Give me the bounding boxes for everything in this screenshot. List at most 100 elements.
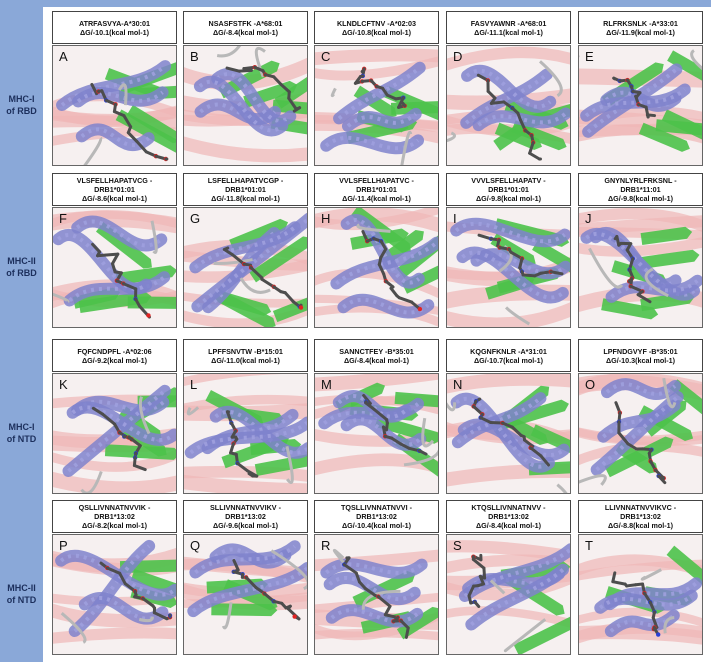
panel-letter: P [59,538,68,553]
caption-line: ΔG/-8.4(kcal mol-1) [343,355,410,365]
caption-line: FASVYAWNR -A*68:01 [470,18,547,28]
protein-ribbon-render [53,374,176,493]
panel-letter: C [321,49,331,64]
panel-letter: B [190,49,199,64]
docking-structure-image: F [52,207,177,328]
caption-line: ΔG/-9.6(kcal mol-1) [212,521,279,530]
caption-line: VVVLSFELLHAPATV - [471,176,546,185]
panel-letter: I [453,211,457,226]
protein-ribbon-render [315,208,438,327]
row-label: MHC-II of NTD [6,583,37,605]
caption-line: ΔG/-9.8(kcal mol-1) [607,194,674,203]
caption-line: ΔG/-10.3(kcal mol-1) [605,355,676,365]
protein-ribbon-render [184,374,307,493]
caption-line: KLNDLCFTNV -A*02:03 [336,18,417,28]
protein-ribbon-render [579,208,702,327]
panel-letter: G [190,211,201,226]
docking-structure-image: S [446,534,571,655]
panel-letter: Q [190,538,201,553]
panel-letter: S [453,538,462,553]
docking-structure-image: T [578,534,703,655]
caption-line: ΔG/-8.4(kcal mol-1) [212,27,279,37]
panel-caption: LPFNDGVYF -B*35:01 ΔG/-10.3(kcal mol-1) [578,339,703,372]
caption-line: SANNCTFEY -B*35:01 [339,346,414,356]
caption-line: ΔG/-11.8(kcal mol-1) [211,194,280,203]
panel-caption: VVLSFELLHAPATVC - DRB1*01:01 ΔG/-11.4(kcal… [314,173,439,206]
docking-structure-image: P [52,534,177,655]
panel-caption: VLSFELLHAPATVCG - DRB1*01:01 ΔG/-8.6(kcal … [52,173,177,206]
panel-caption: NSASFSTFK -A*68:01 ΔG/-8.4(kcal mol-1) [183,11,308,44]
protein-ribbon-render [579,46,702,165]
caption-line: LPFNDGVYF -B*35:01 [603,346,678,356]
caption-line: DRB1*13:02 [356,512,397,521]
docking-structure-image: D [446,45,571,166]
panel-letter: O [585,377,596,392]
panel-caption: SLLIVNNATNVVIKV - DRB1*13:02 ΔG/-9.6(kcal … [183,500,308,533]
caption-line: GNYNLYRLFRKSNL - [604,176,677,185]
docking-structure-image: K [52,373,177,494]
panel-letter: T [585,538,593,553]
caption-line: SLLIVNNATNVVIKV - [210,503,281,512]
caption-line: ΔG/-8.8(kcal mol-1) [607,521,674,530]
docking-structure-image: M [314,373,439,494]
panel-caption: RLFRKSNLK -A*33:01 ΔG/-11.9(kcal mol-1) [578,11,703,44]
caption-line: DRB1*01:01 [488,185,529,194]
caption-line: ΔG/-11.0(kcal mol-1) [211,355,280,365]
caption-line: QSLLIVNNATNVVIK - [78,503,151,512]
caption-line: TQSLLIVNNATNVVI - [341,503,412,512]
panel-caption: KQGNFKNLR -A*31:01 ΔG/-10.7(kcal mol-1) [446,339,571,372]
panel-letter: E [585,49,594,64]
caption-line: FQFCNDPFL -A*02:06 [77,346,152,356]
protein-ribbon-render [53,46,176,165]
docking-structure-image: A [52,45,177,166]
protein-ribbon-render [184,208,307,327]
docking-structure-image: E [578,45,703,166]
protein-ribbon-render [447,374,570,493]
caption-line: ΔG/-10.4(kcal mol-1) [341,521,412,530]
caption-line: DRB1*13:02 [94,512,135,521]
docking-structure-image: O [578,373,703,494]
docking-structure-image: J [578,207,703,328]
row-label-sidebar [0,7,43,662]
panel-caption: LPFFSNVTW -B*15:01 ΔG/-11.0(kcal mol-1) [183,339,308,372]
protein-ribbon-render [315,46,438,165]
panel-caption: LSFELLHAPATVCGP - DRB1*01:01 ΔG/-11.8(kcal… [183,173,308,206]
caption-line: ΔG/-11.4(kcal mol-1) [342,194,411,203]
docking-structure-image: B [183,45,308,166]
caption-line: DRB1*01:01 [94,185,135,194]
caption-line: ΔG/-9.8(kcal mol-1) [475,194,542,203]
protein-ribbon-render [579,374,702,493]
protein-ribbon-render [579,535,702,654]
row-label: MHC-II of RBD [6,256,37,278]
panel-caption: ATRFASVYA-A*30:01 ΔG/-10.1(kcal mol-1) [52,11,177,44]
panel-caption: GNYNLYRLFRKSNL - DRB1*11:01 ΔG/-9.8(kcal m… [578,173,703,206]
row-label: MHC-I of NTD [6,422,37,444]
top-band [0,0,711,7]
protein-ribbon-render [447,208,570,327]
protein-ribbon-render [315,374,438,493]
caption-line: ATRFASVYA-A*30:01 [78,18,151,28]
docking-structure-image: R [314,534,439,655]
caption-line: ΔG/-10.1(kcal mol-1) [79,27,150,37]
docking-structure-image: C [314,45,439,166]
panel-letter: R [321,538,331,553]
caption-line: DRB1*13:02 [225,512,266,521]
panel-caption: SANNCTFEY -B*35:01 ΔG/-8.4(kcal mol-1) [314,339,439,372]
caption-line: DRB1*13:02 [488,512,529,521]
caption-line: ΔG/-10.7(kcal mol-1) [473,355,544,365]
protein-ribbon-render [53,208,176,327]
caption-line: ΔG/-8.4(kcal mol-1) [475,521,542,530]
panel-letter: D [453,49,463,64]
panel-letter: H [321,211,331,226]
protein-ribbon-render [447,46,570,165]
panel-letter: L [190,377,198,392]
caption-line: DRB1*13:02 [620,512,661,521]
docking-structure-image: I [446,207,571,328]
caption-line: LPFFSNVTW -B*15:01 [208,346,283,356]
caption-line: LLIVNNATNVVIKVC - [604,503,677,512]
docking-structure-image: N [446,373,571,494]
caption-line: VVLSFELLHAPATVC - [339,176,414,185]
docking-structure-image: L [183,373,308,494]
panel-letter: J [585,211,592,226]
panel-caption: QSLLIVNNATNVVIK - DRB1*13:02 ΔG/-8.2(kcal … [52,500,177,533]
